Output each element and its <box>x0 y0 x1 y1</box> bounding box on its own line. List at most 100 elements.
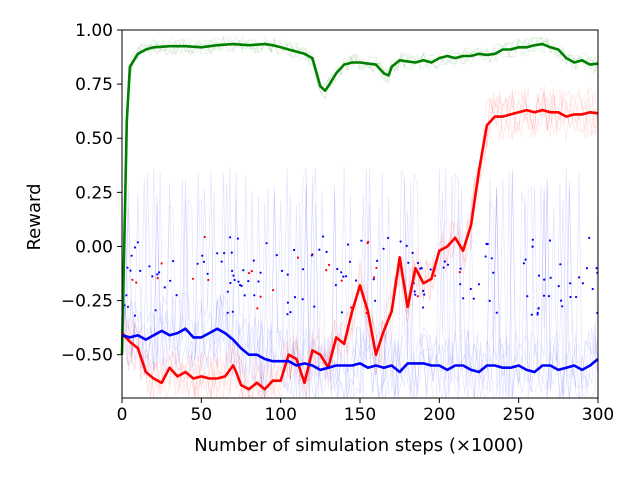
outlier-point <box>158 271 161 274</box>
run-trace <box>121 166 599 399</box>
outlier-point <box>151 275 154 278</box>
outlier-point <box>229 281 232 285</box>
outlier-point <box>148 265 151 268</box>
outlier-point <box>196 262 199 265</box>
outlier-point <box>327 263 331 266</box>
outlier-point <box>133 314 137 317</box>
outlier-point <box>169 279 172 282</box>
outlier-point <box>367 240 370 243</box>
outlier-point <box>201 254 204 257</box>
outlier-point <box>203 235 206 239</box>
y-tick-label: 0.00 <box>75 237 113 257</box>
outlier-point <box>223 252 226 255</box>
y-tick-label: 1.00 <box>75 21 113 41</box>
outlier-point <box>472 297 475 300</box>
outlier-point <box>486 243 489 246</box>
outlier-point <box>376 259 379 262</box>
x-axis-label: Number of simulation steps (×1000) <box>194 435 524 456</box>
outlier-point <box>375 266 378 269</box>
run-trace <box>121 169 599 399</box>
outlier-point <box>557 285 560 288</box>
outlier-point <box>340 279 343 282</box>
outlier-point <box>133 246 137 249</box>
outlier-point <box>310 254 313 257</box>
run-trace <box>121 35 599 352</box>
outlier-point <box>458 271 461 274</box>
outlier-point <box>423 293 426 296</box>
outlier-point <box>405 244 408 247</box>
outlier-point <box>422 306 425 309</box>
outlier-point <box>543 278 546 281</box>
outlier-point <box>226 290 229 293</box>
outlier-point <box>243 294 246 297</box>
outlier-point <box>325 269 328 272</box>
outlier-point <box>322 235 325 238</box>
outlier-point <box>549 276 552 279</box>
outlier-point <box>442 266 445 269</box>
outlier-point <box>289 311 292 314</box>
outlier-point <box>561 305 564 308</box>
outlier-point <box>293 296 297 299</box>
outlier-point <box>286 273 289 276</box>
outlier-point <box>257 280 260 283</box>
outlier-point <box>374 299 377 302</box>
outlier-point <box>207 278 210 282</box>
outlier-point <box>484 255 487 258</box>
outlier-point <box>559 263 562 266</box>
outlier-point <box>581 282 585 285</box>
outlier-point <box>530 313 533 316</box>
run-trace <box>121 85 599 400</box>
series-line-0 <box>120 42 599 355</box>
outlier-point <box>372 278 375 281</box>
outlier-point <box>237 280 240 283</box>
outlier-point <box>569 282 572 285</box>
outlier-point <box>531 245 534 248</box>
outlier-point <box>399 240 402 243</box>
y-tick-label: 0.75 <box>75 75 113 95</box>
outlier-point <box>286 301 289 304</box>
outlier-point <box>542 294 546 297</box>
outlier-point <box>411 251 414 254</box>
outlier-point <box>247 272 251 275</box>
y-tick-label: 0.50 <box>75 129 113 149</box>
series-lines <box>120 42 599 391</box>
outlier-point <box>419 267 422 270</box>
outlier-point <box>342 275 345 278</box>
outlier-point <box>247 280 250 283</box>
run-trace <box>121 167 599 399</box>
outlier-point <box>413 290 416 293</box>
outlier-point <box>130 254 133 257</box>
outlier-point <box>360 239 363 242</box>
outlier-point <box>156 277 159 280</box>
run-trace <box>121 168 599 399</box>
outlier-point <box>537 274 541 277</box>
outlier-point <box>434 274 437 277</box>
outlier-point <box>387 236 390 240</box>
outlier-point <box>281 269 284 272</box>
outlier-point <box>318 248 321 251</box>
run-trace <box>121 86 599 399</box>
outlier-point <box>230 251 233 254</box>
run-trace <box>121 87 599 399</box>
outlier-point <box>259 271 262 274</box>
outlier-point <box>531 238 534 241</box>
outlier-point <box>226 311 229 314</box>
outlier-point <box>301 268 305 271</box>
outlier-point <box>313 305 316 308</box>
outlier-point <box>477 283 481 286</box>
outlier-point <box>202 260 205 263</box>
outlier-point <box>175 294 178 297</box>
outlier-point <box>416 261 420 265</box>
outlier-point <box>275 254 278 257</box>
outlier-point <box>416 295 419 298</box>
outlier-point <box>233 278 236 282</box>
outlier-point <box>382 247 385 250</box>
outlier-point <box>422 289 425 292</box>
outlier-point <box>216 252 219 255</box>
outlier-point <box>163 286 166 289</box>
outlier-point <box>129 269 132 272</box>
outlier-point <box>560 299 563 302</box>
outlier-point <box>232 274 235 277</box>
outlier-point <box>336 267 339 271</box>
